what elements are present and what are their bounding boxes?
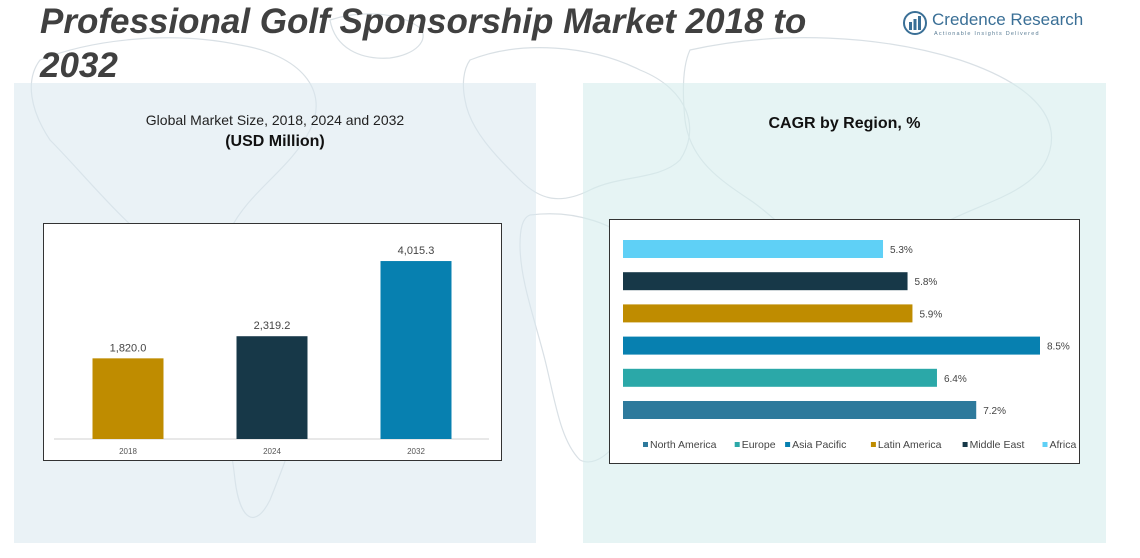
bar-asia-pacific: [623, 336, 1040, 355]
legend-label-europe: Europe: [742, 439, 776, 451]
x-tick-2024: 2024: [263, 447, 281, 456]
chart-logo-icon: [903, 11, 927, 35]
bar-north-america: [623, 401, 977, 419]
legend-swatch-middle-east: [962, 442, 968, 447]
legend-label-latin-america: Latin America: [878, 439, 942, 451]
x-tick-2018: 2018: [119, 447, 137, 456]
bar-middle-east: [623, 272, 908, 291]
legend-swatch-north-america: [643, 442, 648, 447]
bar-europe: [623, 368, 937, 387]
legend-swatch-asia-pacific: [785, 442, 791, 447]
legend-swatch-europe: [734, 442, 740, 447]
legend-label-middle-east: Middle East: [970, 439, 1025, 451]
legend-swatch-latin-america: [870, 442, 876, 447]
bar-2032: [380, 261, 452, 439]
bar-africa: [623, 240, 884, 258]
bar-2024: [236, 336, 308, 439]
legend-label-north-america: North America: [650, 439, 717, 451]
bar-2018: [92, 358, 164, 439]
page-title: Professional Golf Sponsorship Market 201…: [40, 2, 807, 85]
value-label-asia-pacific: 8.5%: [1047, 342, 1070, 353]
market-size-unit: (USD Million): [225, 133, 325, 150]
cagr-title: CAGR by Region, %: [768, 115, 921, 132]
brand-name: Credence Research: [932, 10, 1084, 29]
market-size-chart-frame: 1,820.0 2018 2,319.2 2024 4,015.3 2032: [43, 223, 502, 461]
value-label-middle-east: 5.8%: [915, 277, 938, 288]
value-label-2018: 1,820.0: [110, 342, 147, 354]
value-label-2024: 2,319.2: [254, 320, 291, 332]
market-size-subtitle: Global Market Size, 2018, 2024 and 2032: [145, 112, 405, 128]
cagr-chart-frame: 5.3% 5.8% 5.9% 8.5% 6.4% 7.2% North America Eur…: [609, 219, 1080, 464]
value-label-africa: 5.3%: [890, 245, 913, 256]
brand-tagline: Actionable Insights Delivered: [934, 31, 1040, 37]
legend-label-africa: Africa: [1050, 439, 1077, 451]
value-label-2032: 4,015.3: [398, 245, 435, 257]
legend-swatch-africa: [1042, 442, 1048, 447]
value-label-north-america: 7.2%: [983, 406, 1006, 417]
value-label-latin-america: 5.9%: [919, 309, 942, 320]
legend-label-asia-pacific: Asia Pacific: [792, 439, 846, 451]
x-tick-2032: 2032: [407, 447, 425, 456]
value-label-europe: 6.4%: [944, 374, 967, 385]
market-size-bar-chart: 1,820.0 2018 2,319.2 2024 4,015.3 2032: [54, 245, 489, 456]
bar-latin-america: [623, 304, 913, 323]
cagr-bar-chart: 5.3% 5.8% 5.9% 8.5% 6.4% 7.2% North America Eur…: [623, 240, 1077, 451]
brand-logo: Credence Research Actionable Insights De…: [902, 8, 1102, 42]
